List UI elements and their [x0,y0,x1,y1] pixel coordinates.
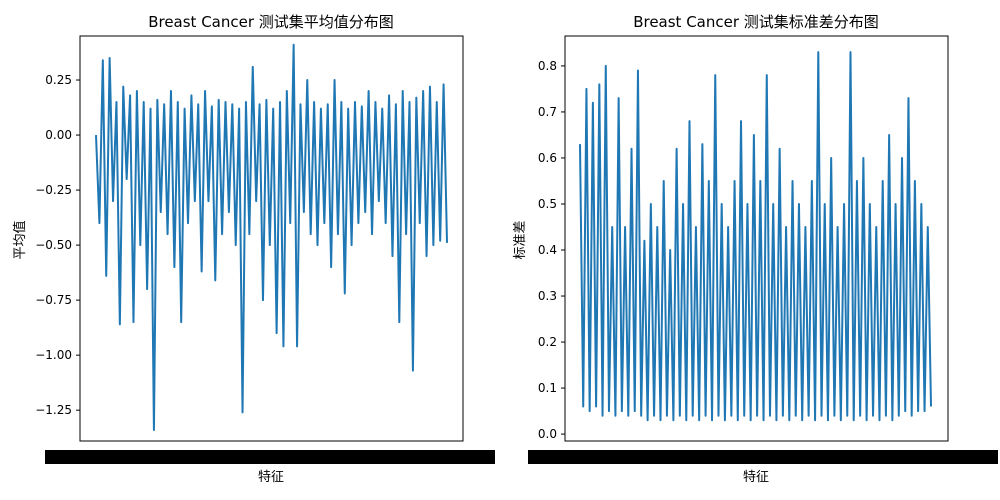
std-chart-panel: Breast Cancer 测试集标准差分布图 特征 标准差 0.0 0.1 0.2… [513,13,998,485]
y-axis-label: 标准差 [513,220,528,259]
chart-title: Breast Cancer 测试集标准差分布图 [633,13,879,31]
x-tick-labels [528,450,998,464]
x-tick-label-block [528,450,998,464]
x-axis-label: 特征 [258,470,284,485]
x-axis-label: 特征 [743,470,769,485]
chart-title: Breast Cancer 测试集平均值分布图 [148,13,394,31]
y-tick-label: 0.3 [538,289,557,303]
axes-frame [79,35,464,442]
y-tick-label: 0.00 [45,128,72,142]
axes-frame [564,35,949,442]
y-tick-label: 0.6 [538,151,557,165]
y-tick-label: −1.25 [35,403,72,417]
y-tick-label: 0.7 [538,105,557,119]
y-tick-label: 0.4 [538,243,557,257]
mean-chart-panel: Breast Cancer 测试集平均值分布图 特征 平均值 0.25 0.00 −… [12,13,495,485]
y-tick-label: −0.25 [35,183,72,197]
data-line [579,51,932,422]
data-line [95,43,448,431]
y-tick-label: 0.1 [538,381,557,395]
y-tick-label: 0.25 [45,73,72,87]
y-tick-label: −1.00 [35,348,72,362]
y-tick-label: 0.2 [538,335,557,349]
y-tick-label: −0.75 [35,293,72,307]
x-tick-labels [45,450,495,464]
y-tick-label: 0.5 [538,197,557,211]
y-tick-label: 0.8 [538,59,557,73]
y-tick-label: −0.50 [35,238,72,252]
y-tick-label: 0.0 [538,427,557,441]
x-tick-label-block [45,450,495,464]
y-axis-label: 平均值 [12,220,28,259]
